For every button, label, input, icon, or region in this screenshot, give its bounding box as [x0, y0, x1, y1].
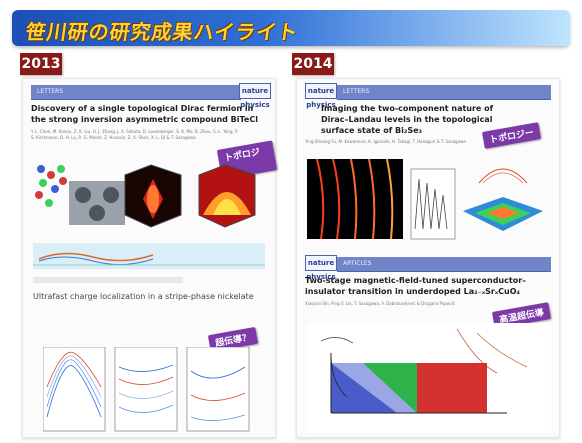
journal-tag: LETTERS	[343, 88, 370, 95]
paper-authors-2: Xiaoyan Shi, Ping V. Lin, T. Sasagawa, V…	[305, 301, 455, 306]
highlight-bar	[33, 277, 183, 283]
journal-tag-2: ARTICLES	[343, 260, 372, 267]
paper-authors: Y. L. Chen, M. Kanou, Z. K. Liu, H. J. Z…	[31, 129, 239, 140]
journal-logo-2: nature physics	[305, 255, 337, 281]
paper-title: Discovery of a single topological Dirac …	[31, 104, 258, 124]
journal-header-bar: LETTERS	[337, 85, 551, 100]
year-tag-2014: 2014	[292, 53, 334, 75]
timeline-strip	[33, 243, 265, 269]
paper-title: Imaging the two-component nature of Dira…	[321, 104, 494, 135]
stm-figure	[307, 159, 543, 240]
journal-logo: nature physics	[305, 83, 337, 109]
title-banner: 笹川研の研究成果ハイライト	[12, 10, 570, 46]
spectra-panel-3	[186, 347, 250, 432]
spectra-panels	[43, 347, 250, 432]
slide-title: 笹川研の研究成果ハイライト	[24, 20, 301, 44]
crystal-structure-icon	[35, 165, 67, 207]
second-paper-title: Ultrafast charge localization in a strip…	[33, 292, 254, 301]
journal-header-bar: LETTERS	[31, 85, 241, 100]
paper-authors: Ying-Shuang Fu, M. Kawamura, K. Igarashi…	[305, 139, 466, 144]
journal-tag: LETTERS	[37, 88, 64, 95]
year-tag-2013: 2013	[20, 53, 62, 75]
phase-diagram	[307, 323, 551, 433]
paper-column-2014: nature physics LETTERS Imaging the two-c…	[296, 78, 560, 438]
paper-title-2: Two-stage magnetic-field-tuned supercond…	[305, 276, 527, 296]
crystal-arpes-figure	[35, 164, 256, 228]
surface-plot	[463, 168, 543, 231]
spectra-panel-2	[114, 347, 178, 432]
spectra-panel-1	[43, 347, 106, 432]
journal-header-bar-2: ARTICLES	[337, 257, 551, 272]
journal-logo: nature physics	[239, 83, 271, 109]
paper-column-2013: LETTERS nature physics Discovery of a si…	[22, 78, 278, 438]
